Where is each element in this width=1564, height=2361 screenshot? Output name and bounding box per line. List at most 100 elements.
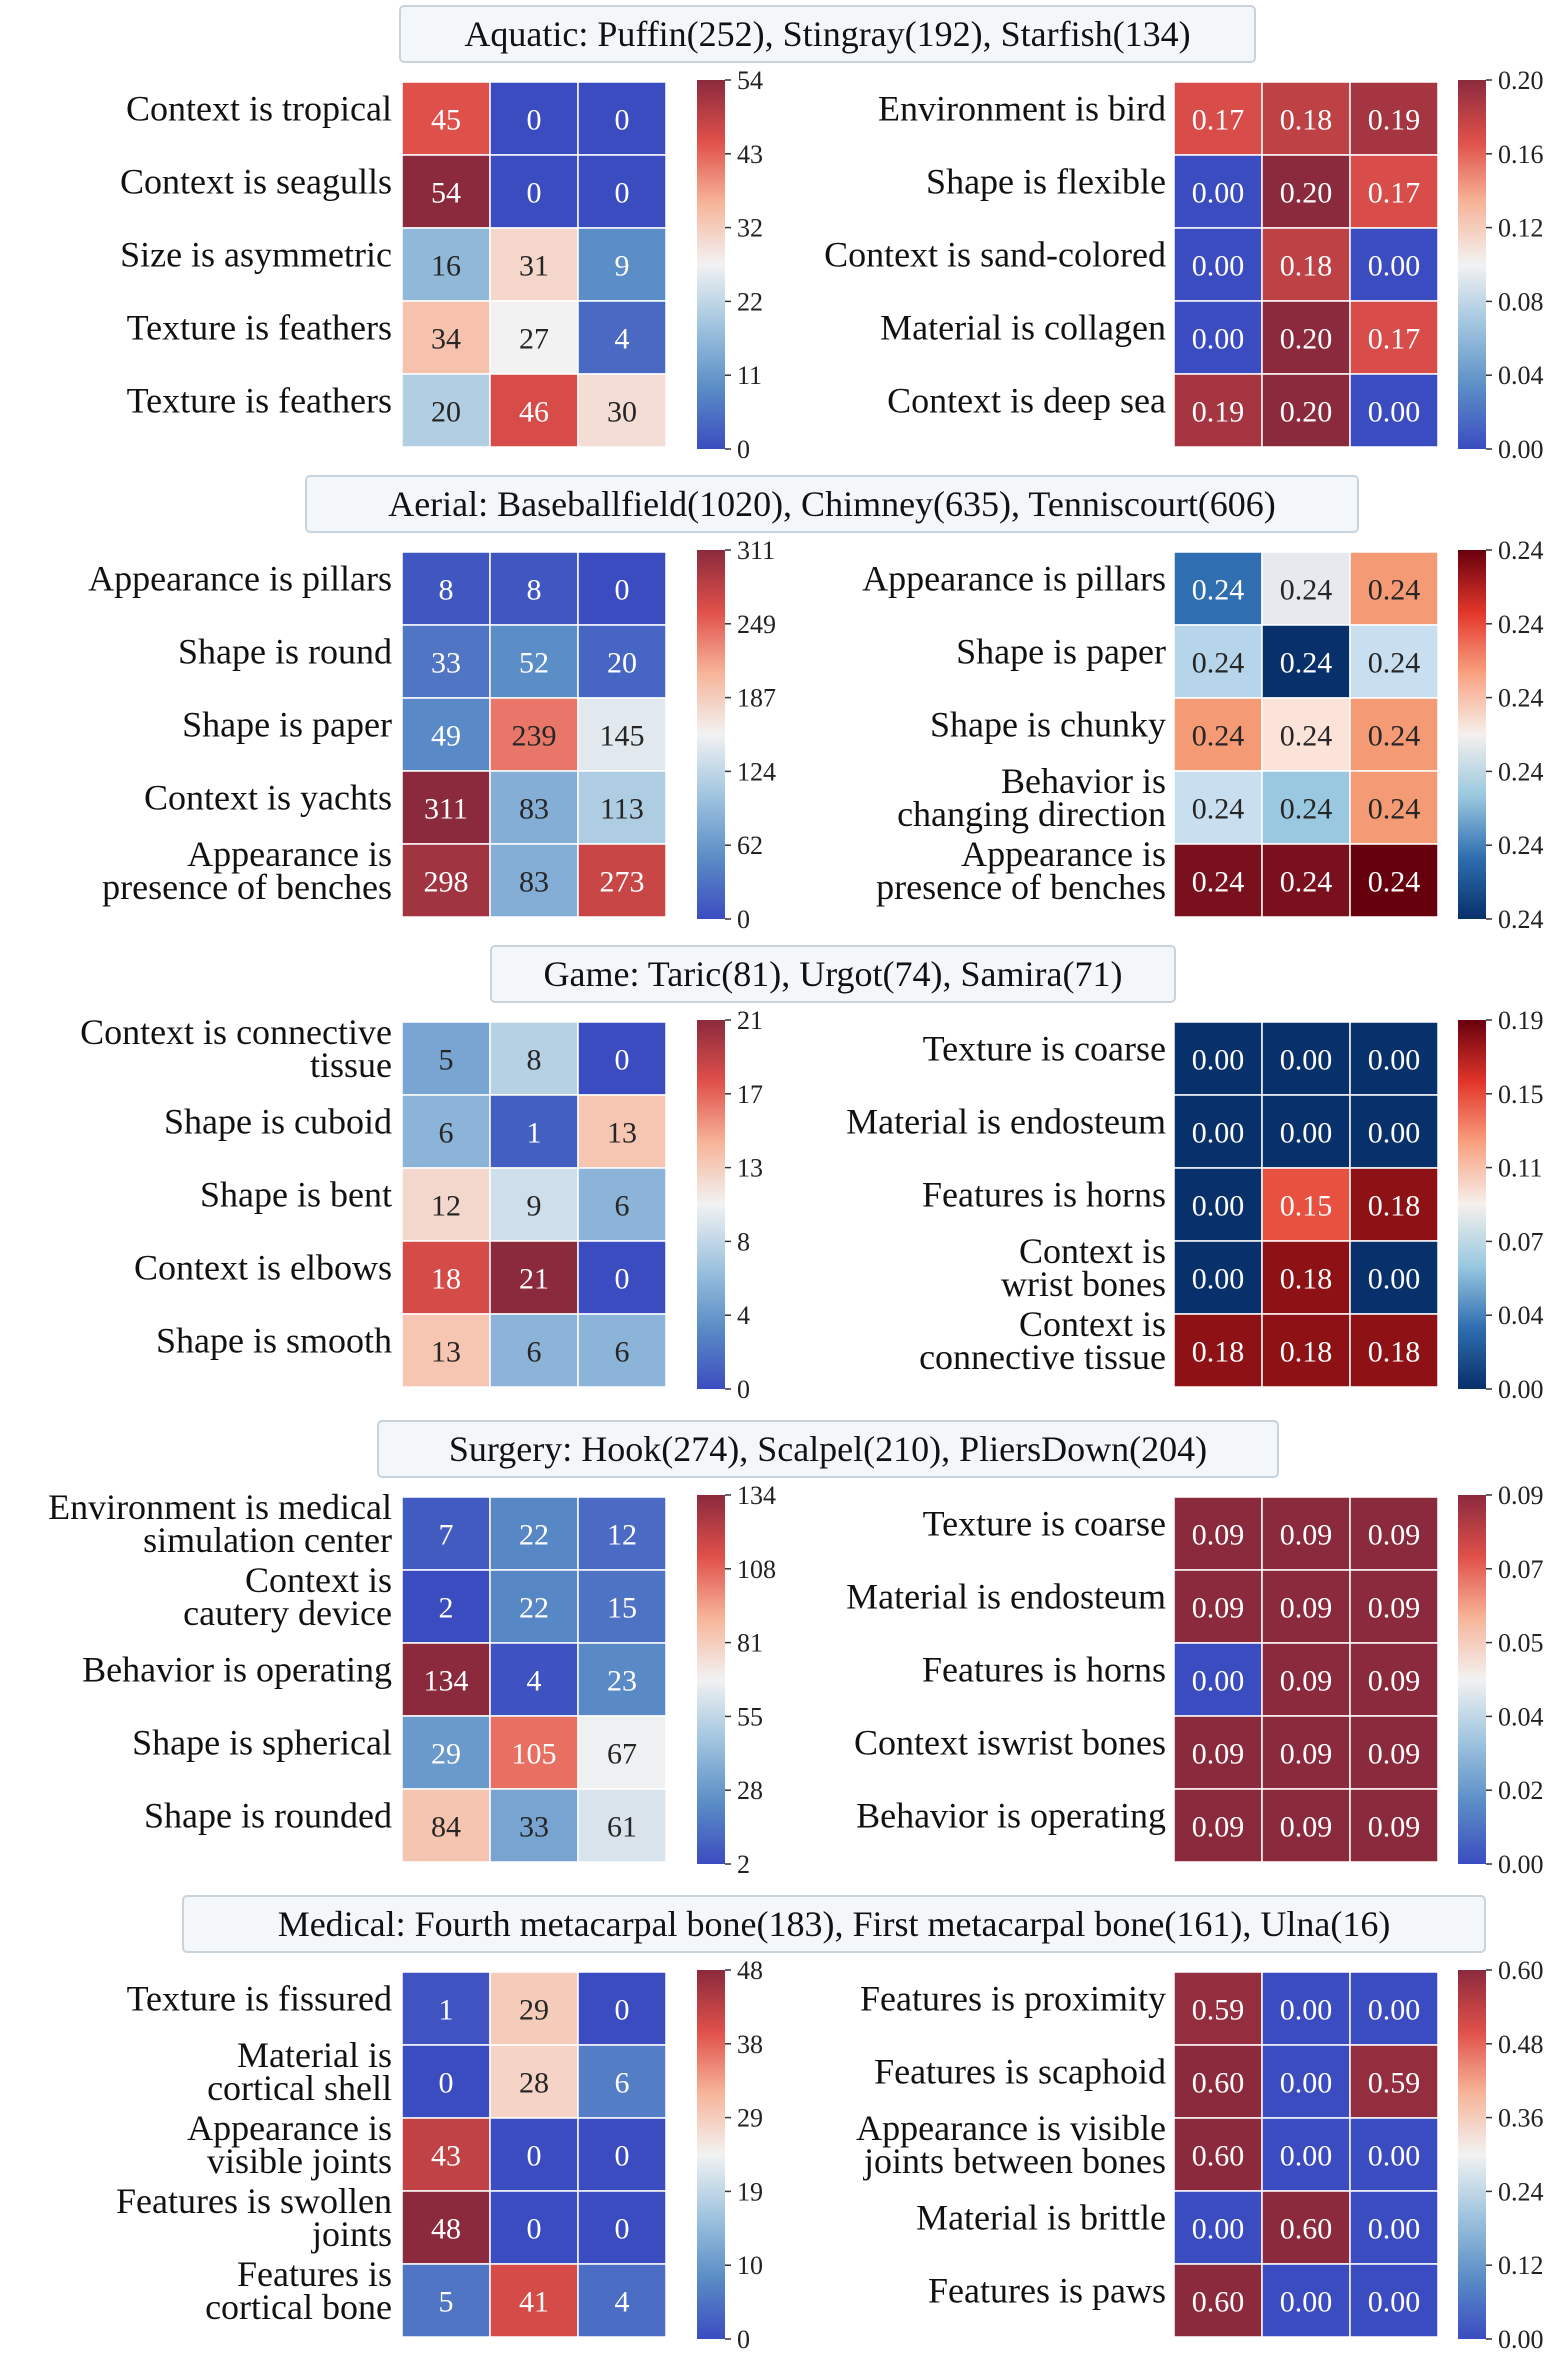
cell-value-label: 13	[431, 1336, 461, 1369]
heatmap-cell	[1349, 227, 1439, 302]
cell-value-label: 0	[615, 1263, 630, 1296]
cell-value-label: 0.00	[1368, 2286, 1421, 2319]
row-label: Behavior is operating	[856, 1796, 1166, 1836]
colorbar-tick-label: 0.24	[1498, 684, 1544, 713]
colorbar-tick-label: 43	[737, 140, 763, 169]
colorbar-tick-label: 0.24	[1498, 536, 1544, 565]
cell-value-label: 0	[615, 574, 630, 607]
heatmap-cell	[401, 2190, 491, 2265]
row-label: Context is sand-colored	[824, 235, 1166, 275]
colorbar-tick-label: 10	[737, 2251, 763, 2280]
cell-value-label: 134	[424, 1665, 469, 1698]
heatmap-cell	[1349, 551, 1439, 626]
cell-value-label: 27	[519, 323, 549, 356]
heatmap-cell	[1173, 1496, 1263, 1571]
heatmap-cell	[1349, 1496, 1439, 1571]
colorbar-tick-label: 0.00	[1498, 1375, 1544, 1404]
heatmap-cell	[577, 770, 667, 845]
cell-value-label: 1	[439, 1994, 454, 2027]
cell-value-label: 0.17	[1368, 323, 1421, 356]
heatmap-cell	[1261, 1569, 1351, 1644]
heatmap-cell	[1173, 624, 1263, 699]
row-label: Context is seagulls	[120, 162, 392, 202]
cell-value-label: 0.09	[1280, 1811, 1333, 1844]
colorbar-tick-label: 0.48	[1498, 2030, 1544, 2059]
heatmap-cell	[577, 1715, 667, 1790]
cell-value-label: 13	[607, 1117, 637, 1150]
heatmap-cell	[1349, 81, 1439, 156]
colorbar-tick-label: 0.00	[1498, 1850, 1544, 1879]
colorbar-tick-label: 311	[737, 536, 775, 565]
row-label: Texture is fissured	[127, 1979, 392, 2019]
cell-value-label: 22	[519, 1592, 549, 1625]
panel-0-title: Aquatic: Puffin(252), Stingray(192), Sta…	[399, 5, 1256, 63]
row-label: visible joints	[207, 2141, 392, 2181]
heatmap-cell	[1173, 2263, 1263, 2338]
heatmap-cell	[1261, 1313, 1351, 1388]
heatmap-cell	[401, 1496, 491, 1571]
cell-value-label: 45	[431, 104, 461, 137]
row-label: wrist bones	[1001, 1264, 1166, 1304]
cell-value-label: 12	[607, 1519, 637, 1552]
heatmap-cell	[1261, 1715, 1351, 1790]
row-label: Context iswrist bones	[854, 1723, 1166, 1763]
cell-value-label: 0.09	[1368, 1592, 1421, 1625]
cell-value-label: 0.09	[1368, 1738, 1421, 1771]
panel-3-right-heatmap: 0.09 0.09 0.09 0.09 0.09 0.09 0.00 0.09 0.09 0.09…	[846, 1481, 1543, 1879]
heatmap-cell	[1349, 1715, 1439, 1790]
cell-value-label: 43	[431, 2140, 461, 2173]
heatmap-cell	[577, 373, 667, 448]
cell-value-label: 311	[424, 793, 468, 826]
cell-value-label: 52	[519, 647, 549, 680]
cell-value-label: 0.19	[1368, 104, 1421, 137]
cell-value-label: 0.19	[1192, 396, 1245, 429]
colorbar-tick-label: 108	[737, 1555, 776, 1584]
cell-value-label: 0.60	[1280, 2213, 1333, 2246]
colorbar-tick-label: 0.11	[1498, 1154, 1543, 1183]
heatmap-cell	[1349, 1021, 1439, 1096]
row-label: Features is	[237, 2254, 392, 2294]
panel-title: Aerial: Baseballfield(1020), Chimney(635…	[388, 484, 1276, 524]
cell-value-label: 0.09	[1192, 1592, 1245, 1625]
heatmap-cell	[401, 1313, 491, 1388]
cell-value-label: 0.09	[1280, 1519, 1333, 1552]
cell-value-label: 0.00	[1368, 250, 1421, 283]
heatmap-cell	[489, 697, 579, 772]
heatmap-cell	[489, 1715, 579, 1790]
colorbar-tick-label: 0.19	[1498, 1006, 1544, 1035]
heatmap-cell	[1173, 1569, 1263, 1644]
heatmap-cell	[401, 2263, 491, 2338]
heatmap-cell	[489, 1788, 579, 1863]
cell-value-label: 0.00	[1192, 177, 1245, 210]
heatmap-cell	[489, 2117, 579, 2192]
colorbar	[697, 1970, 725, 2339]
heatmap-cell	[1349, 1094, 1439, 1169]
row-label: Appearance is	[961, 834, 1166, 874]
cell-value-label: 29	[431, 1738, 461, 1771]
row-label: Features is scaphoid	[874, 2052, 1166, 2092]
cell-value-label: 0.59	[1368, 2067, 1421, 2100]
row-label: Appearance is pillars	[88, 559, 392, 599]
colorbar-tick-label: 0.12	[1498, 2251, 1544, 2280]
cell-value-label: 0	[527, 177, 542, 210]
heatmap-cell	[1349, 770, 1439, 845]
colorbar-tick-label: 0	[737, 2325, 750, 2354]
heatmap-cell	[1173, 551, 1263, 626]
cell-value-label: 18	[431, 1263, 461, 1296]
colorbar-tick-label: 4	[737, 1301, 750, 1330]
colorbar-tick-label: 28	[737, 1776, 763, 1805]
cell-value-label: 0.09	[1192, 1738, 1245, 1771]
panel-1-left-heatmap: 8 8 0 33 52 20 49 239 145 311 83 113 298 83 273 Appeara…	[88, 536, 776, 934]
cell-value-label: 0.24	[1280, 866, 1333, 899]
colorbar-tick-label: 81	[737, 1629, 763, 1658]
heatmap-cell	[489, 1240, 579, 1315]
panel-2-title: Game: Taric(81), Urgot(74), Samira(71)	[490, 945, 1176, 1003]
colorbar-tick-label: 0.05	[1498, 1629, 1544, 1658]
cell-value-label: 0.18	[1368, 1336, 1421, 1369]
heatmap-cell	[1173, 1240, 1263, 1315]
cell-value-label: 21	[519, 1263, 549, 1296]
heatmap-cell	[401, 1167, 491, 1242]
cell-value-label: 8	[527, 574, 542, 607]
cell-value-label: 12	[431, 1190, 461, 1223]
cell-value-label: 0.20	[1280, 323, 1333, 356]
